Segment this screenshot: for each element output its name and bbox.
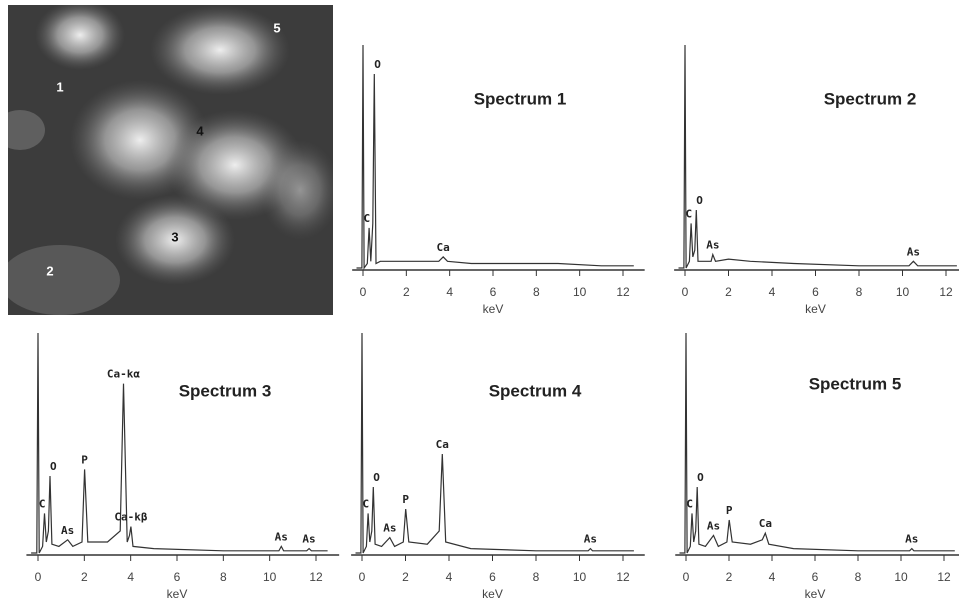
chart-title: Spectrum 3 (179, 381, 272, 400)
peak-label: As (275, 530, 288, 543)
x-tick-label: 10 (573, 570, 587, 584)
x-tick-label: 0 (683, 570, 690, 584)
peak-label: As (905, 533, 918, 546)
region-label: 2 (46, 263, 53, 278)
x-tick-label: 8 (220, 570, 227, 584)
peak-label: C (363, 212, 370, 225)
x-tick-label: 2 (725, 285, 732, 299)
x-axis-label: keV (805, 587, 826, 601)
x-tick-label: 6 (812, 570, 819, 584)
peak-label: O (373, 471, 380, 484)
x-tick-label: 8 (856, 285, 863, 299)
peak-label: O (374, 58, 381, 71)
micrograph: 1 2 3 4 5 (8, 5, 333, 315)
peak-label: O (50, 460, 57, 473)
peak-label: Ca (436, 438, 449, 451)
x-tick-label: 0 (35, 570, 42, 584)
chart-title: Spectrum 1 (474, 89, 567, 108)
x-tick-label: 6 (489, 570, 496, 584)
x-axis-label: keV (482, 587, 503, 601)
peak-label: C (39, 497, 46, 510)
peak-label: C (362, 497, 369, 510)
peak-label: O (696, 194, 703, 207)
x-tick-label: 2 (81, 570, 88, 584)
x-tick-label: 2 (403, 285, 410, 299)
spectrum-line (356, 44, 634, 270)
x-tick-label: 10 (896, 285, 910, 299)
x-tick-label: 2 (402, 570, 409, 584)
peak-label: As (302, 533, 315, 546)
x-tick-label: 8 (533, 570, 540, 584)
x-axis-label: keV (483, 302, 504, 316)
peak-label: O (697, 471, 704, 484)
x-tick-label: 4 (769, 570, 776, 584)
peak-label: Ca (437, 241, 450, 254)
x-axis-label: keV (167, 587, 188, 601)
x-tick-label: 0 (360, 285, 367, 299)
x-tick-label: 12 (939, 285, 953, 299)
x-tick-label: 0 (682, 285, 689, 299)
chart-title: Spectrum 5 (809, 374, 902, 393)
peak-label: As (707, 519, 720, 532)
spectrum-line (678, 44, 957, 269)
peak-label: P (726, 504, 733, 517)
spectrum-line (679, 332, 955, 554)
x-axis-label: keV (805, 302, 826, 316)
x-tick-label: 12 (616, 285, 630, 299)
x-tick-label: 12 (937, 570, 951, 584)
x-tick-label: 12 (309, 570, 323, 584)
peak-label: Ca (759, 517, 772, 530)
x-tick-label: 8 (855, 570, 862, 584)
peak-label: As (706, 239, 719, 252)
region-label: 4 (196, 123, 204, 138)
peak-label: P (81, 453, 88, 466)
peak-label: As (61, 524, 74, 537)
x-tick-label: 2 (726, 570, 733, 584)
peak-label: Ca-kα (107, 368, 140, 381)
chart-title: Spectrum 2 (824, 89, 917, 108)
x-tick-label: 4 (446, 285, 453, 299)
peak-label: P (402, 493, 409, 506)
spectrum-line (31, 332, 328, 554)
x-tick-label: 8 (533, 285, 540, 299)
peak-label: C (686, 497, 693, 510)
region-label: 5 (273, 20, 280, 35)
peak-label: As (383, 522, 396, 535)
x-tick-label: 10 (263, 570, 277, 584)
region-label: 1 (56, 79, 63, 94)
x-tick-label: 10 (894, 570, 908, 584)
peak-label: As (584, 533, 597, 546)
x-tick-label: 10 (573, 285, 587, 299)
spectrum-line (355, 332, 634, 554)
x-tick-label: 4 (127, 570, 134, 584)
peak-label: As (907, 245, 920, 258)
x-tick-label: 12 (616, 570, 630, 584)
x-tick-label: 6 (812, 285, 819, 299)
peak-label: C (685, 207, 692, 220)
region-label: 3 (171, 229, 178, 244)
x-tick-label: 0 (359, 570, 366, 584)
x-tick-label: 6 (174, 570, 181, 584)
chart-title: Spectrum 4 (489, 381, 582, 400)
x-tick-label: 4 (769, 285, 776, 299)
x-tick-label: 4 (446, 570, 453, 584)
x-tick-label: 6 (490, 285, 497, 299)
peak-label: Ca-kβ (114, 511, 147, 524)
